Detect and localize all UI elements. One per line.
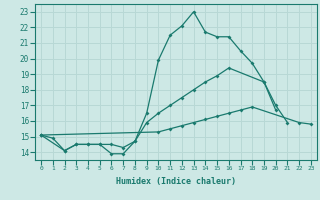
X-axis label: Humidex (Indice chaleur): Humidex (Indice chaleur): [116, 177, 236, 186]
